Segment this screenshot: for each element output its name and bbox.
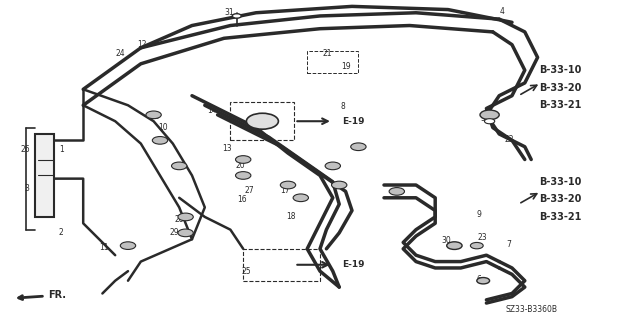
Text: 4: 4 [500,7,505,16]
Circle shape [178,229,193,237]
Circle shape [178,213,193,221]
Text: 25: 25 [241,267,252,276]
Text: 7: 7 [506,240,511,249]
Text: 10: 10 [158,123,168,132]
Circle shape [172,162,187,170]
Text: 5: 5 [481,114,486,122]
Text: B-33-20: B-33-20 [539,194,581,204]
Circle shape [246,113,278,129]
Circle shape [332,181,347,189]
Text: 22: 22 [504,135,513,144]
FancyBboxPatch shape [35,134,54,217]
Text: 15: 15 [150,112,160,121]
Circle shape [152,137,168,144]
Text: B-33-21: B-33-21 [539,100,581,110]
Text: 19: 19 [340,62,351,71]
Text: E-19: E-19 [342,260,364,269]
Text: 31: 31 [224,8,234,17]
Text: 3: 3 [24,184,29,193]
Circle shape [120,242,136,249]
Text: 14: 14 [207,106,218,115]
Text: 20: 20 [235,161,245,170]
Text: 23: 23 [477,233,487,242]
Text: 24: 24 [115,49,125,58]
Text: 1: 1 [59,145,64,154]
Text: 26: 26 [20,145,31,154]
Text: 13: 13 [222,144,232,153]
Text: 9: 9 [476,210,481,219]
Text: 12: 12 [138,40,147,49]
Text: B-33-21: B-33-21 [539,212,581,222]
Text: B-33-10: B-33-10 [539,65,581,75]
Circle shape [351,143,366,151]
Text: E-19: E-19 [342,117,364,126]
Text: SZ33-B3360B: SZ33-B3360B [505,305,557,314]
Text: 11: 11 [100,243,109,252]
Circle shape [484,119,495,124]
Circle shape [146,111,161,119]
Text: 17: 17 [280,186,290,195]
Text: B-33-20: B-33-20 [539,83,581,93]
Text: FR.: FR. [19,290,66,300]
Text: 21: 21 [323,49,332,58]
Text: 2: 2 [58,228,63,237]
Text: 28: 28 [175,215,184,224]
Circle shape [236,172,251,179]
Text: 6: 6 [476,275,481,284]
Text: 8: 8 [340,102,345,111]
Text: 27: 27 [244,186,255,195]
Circle shape [389,188,404,195]
Circle shape [325,162,340,170]
Text: 30: 30 [442,236,452,245]
Circle shape [477,278,490,284]
Circle shape [447,242,462,249]
Text: 29: 29 [169,228,179,237]
Circle shape [236,156,251,163]
Text: 18: 18 [287,212,296,221]
Text: 16: 16 [237,195,247,204]
Circle shape [480,110,499,120]
Circle shape [293,194,308,202]
Text: B-33-10: B-33-10 [539,177,581,187]
Circle shape [470,242,483,249]
Circle shape [232,14,241,18]
Circle shape [280,181,296,189]
